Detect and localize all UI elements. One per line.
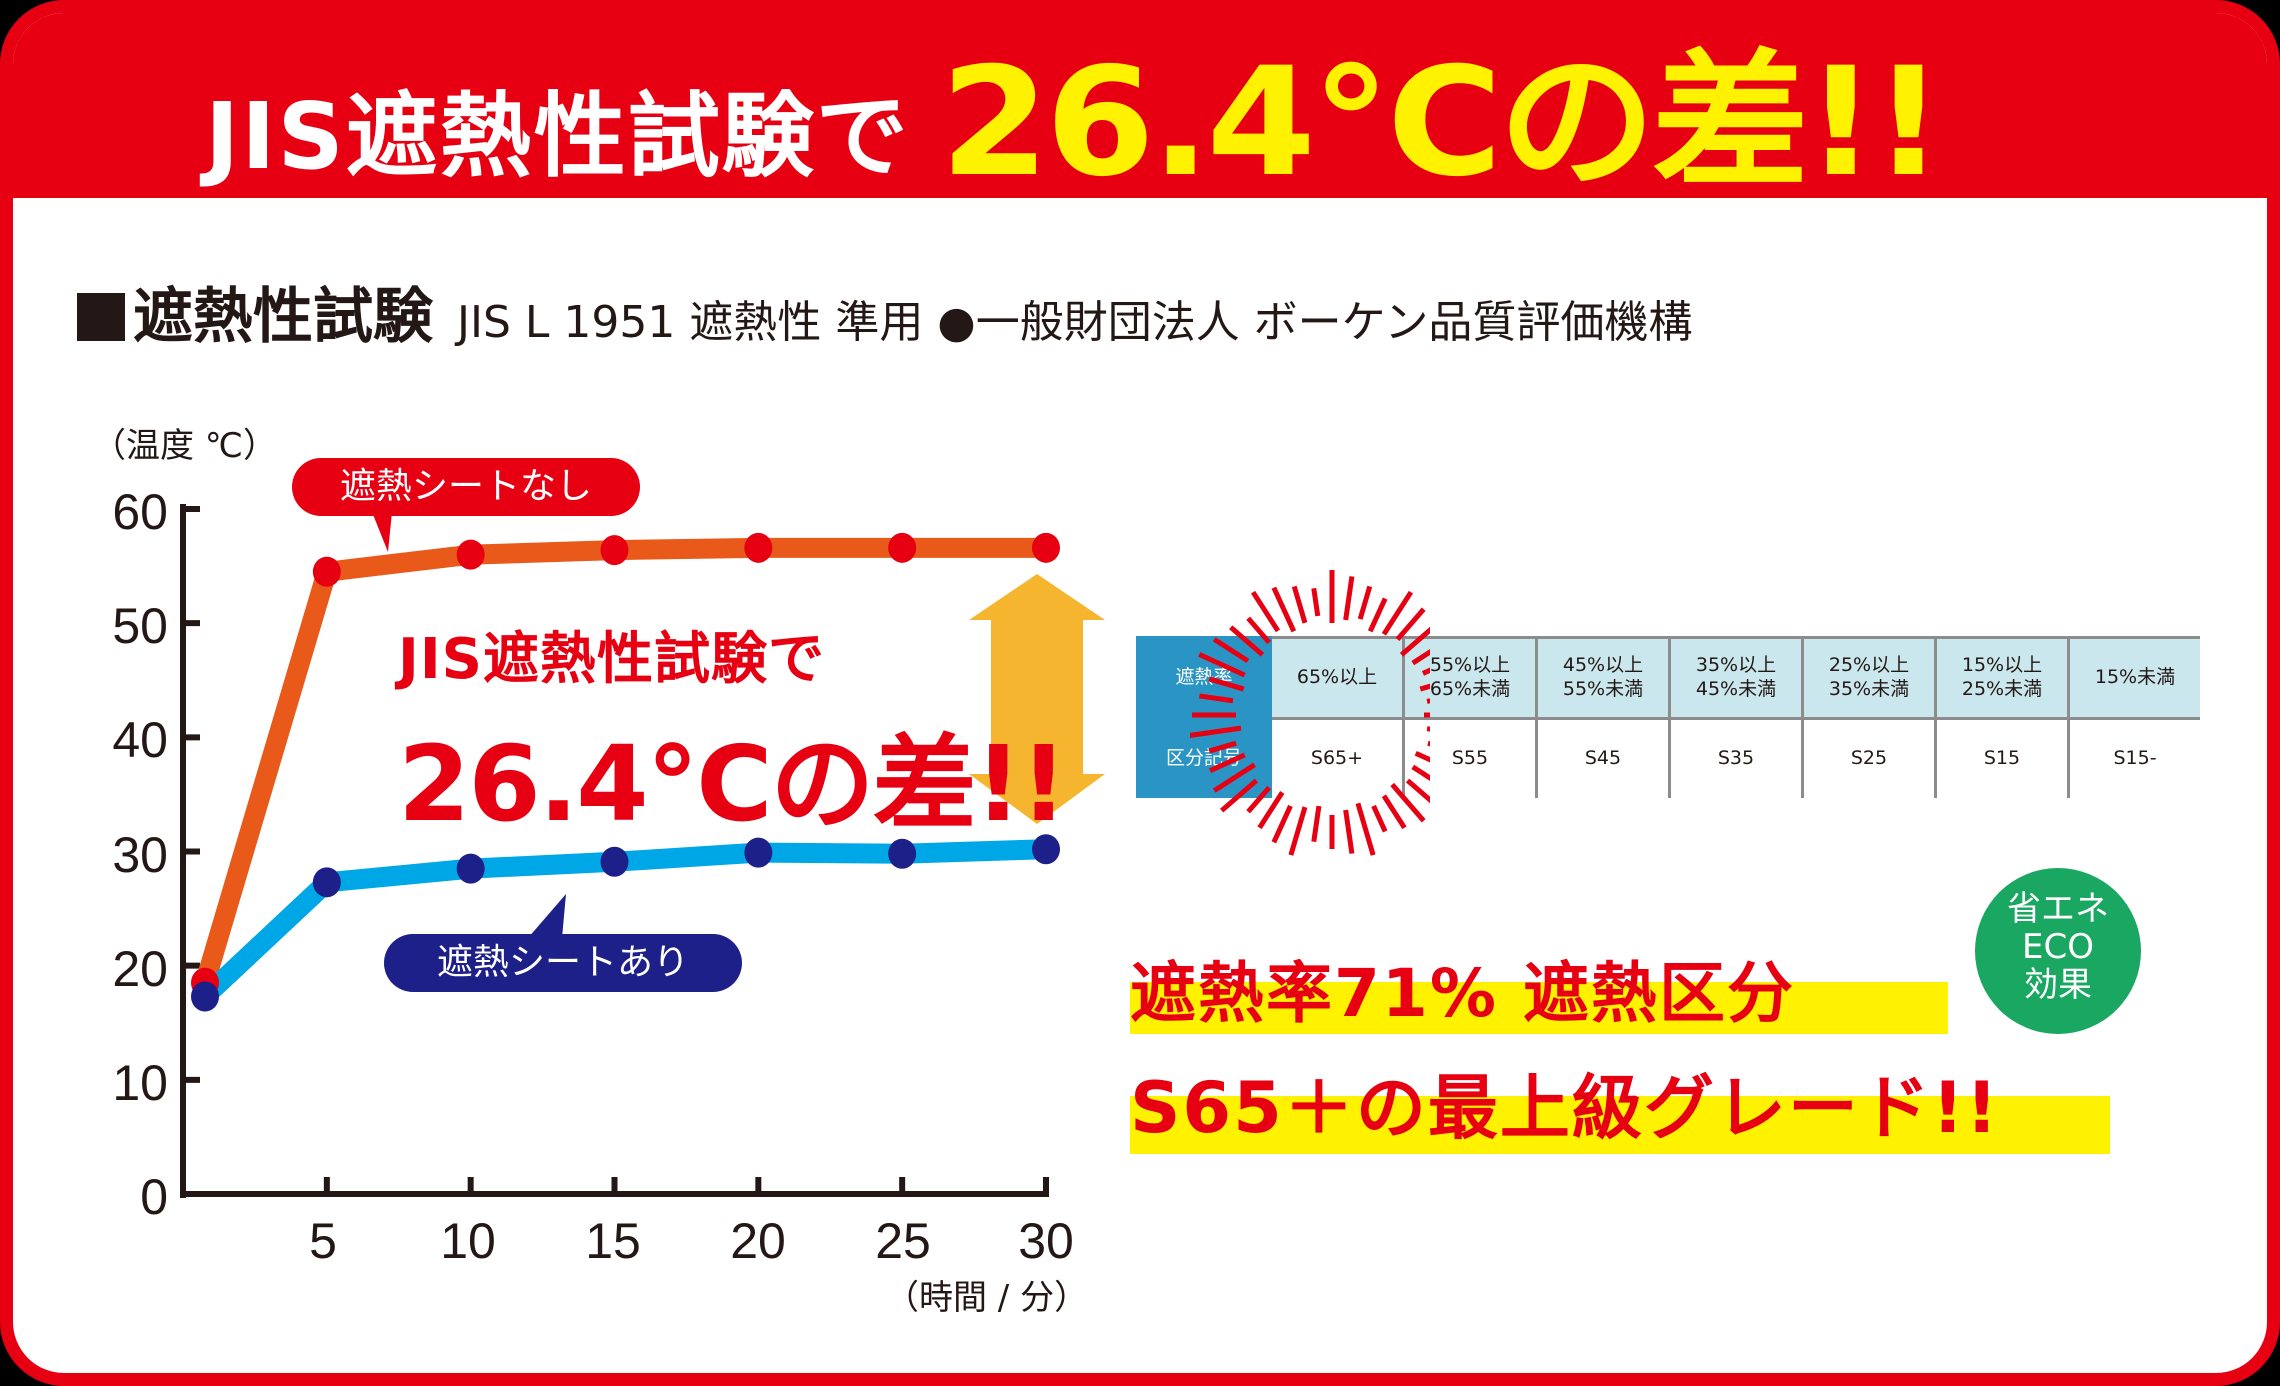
data-point — [191, 981, 219, 1012]
data-point — [888, 532, 917, 563]
section-heading: 遮熱性試験 JIS L 1951 遮熱性 準用 ●一般財団法人 ボーケン品質評価機… — [77, 268, 1692, 355]
banner-title: JIS遮熱性試験で 26.4℃の差!! — [205, 42, 1944, 198]
callout-tail-red — [372, 512, 392, 552]
rate-row: 遮熱率 65%以上 55%以上 65%未満 45%以上 55%未満 35%以上 … — [1136, 636, 2200, 720]
legend-callout-without-sheet: 遮熱シートなし — [292, 458, 640, 516]
data-point — [600, 535, 629, 566]
section-title: 遮熱性試験 — [133, 282, 433, 352]
data-point — [312, 556, 341, 587]
y-tick: 60 — [112, 484, 168, 540]
y-tick: 20 — [112, 941, 168, 997]
annotation-line1: JIS遮熱性試験で — [398, 627, 826, 692]
data-point — [1032, 532, 1060, 563]
headline-line2: S65＋の最上級グレード!! — [1130, 1052, 2110, 1154]
y-tick: 40 — [112, 712, 168, 768]
data-point — [600, 846, 629, 877]
eco-line3: 効果 — [2024, 965, 2092, 1005]
highlight-bar — [1130, 982, 1948, 1034]
code-row: 区分記号 S65+ S55 S45 S35 S25 S15 S15- — [1136, 717, 2200, 798]
code-cell: S15- — [2067, 717, 2200, 798]
heat-shield-grade-table: 遮熱率 65%以上 55%以上 65%未満 45%以上 55%未満 35%以上 … — [1136, 636, 2200, 798]
chart-series — [191, 532, 1060, 1012]
code-cell: S25 — [1801, 717, 1937, 798]
code-cell: S65+ — [1269, 717, 1405, 798]
y-axis-label: （温度 ℃） — [92, 426, 277, 466]
eco-effect-badge: 省エネ ECO 効果 — [1975, 868, 2141, 1034]
data-point — [456, 539, 485, 570]
eco-line1: 省エネ — [2007, 889, 2109, 929]
banner-highlight-text: 26.4℃の差!! — [939, 36, 1944, 210]
x-tick: 25 — [875, 1213, 931, 1269]
data-point — [744, 837, 773, 868]
row-header-code: 区分記号 — [1136, 717, 1272, 798]
data-point — [456, 853, 485, 884]
row-header-rate: 遮熱率 — [1136, 636, 1272, 720]
rate-cell: 55%以上 65%未満 — [1402, 636, 1538, 720]
rate-cell: 35%以上 45%未満 — [1668, 636, 1804, 720]
rate-cell: 45%以上 55%未満 — [1535, 636, 1671, 720]
section-subtitle: JIS L 1951 遮熱性 準用 ●一般財団法人 ボーケン品質評価機構 — [457, 297, 1693, 348]
code-cell: S55 — [1402, 717, 1538, 798]
x-tick: 5 — [309, 1213, 337, 1269]
rate-cell: 65%以上 — [1269, 636, 1405, 720]
rate-cell: 15%未満 — [2067, 636, 2200, 720]
data-point — [888, 838, 917, 869]
code-cell: S15 — [1934, 717, 2070, 798]
annotation-line2: 26.4℃の差!! — [398, 723, 1067, 845]
x-axis-label: （時間 / 分） — [885, 1278, 1089, 1318]
x-tick: 10 — [440, 1213, 496, 1269]
rate-cell: 15%以上 25%未満 — [1934, 636, 2070, 720]
chart-axes — [180, 504, 1049, 1198]
header-banner: JIS遮熱性試験で 26.4℃の差!! — [13, 13, 2267, 198]
square-bullet-icon — [77, 293, 125, 341]
data-point — [312, 867, 341, 898]
headline-line1: 遮熱率71% 遮熱区分 — [1130, 940, 1948, 1036]
difference-annotation: JIS遮熱性試験で 26.4℃の差!! — [398, 614, 1067, 850]
code-cell: S45 — [1535, 717, 1671, 798]
rate-cell: 25%以上 35%未満 — [1801, 636, 1937, 720]
difference-arrow-icon — [969, 574, 1105, 824]
data-point — [1032, 834, 1060, 865]
y-tick: 50 — [112, 598, 168, 654]
x-tick: 15 — [585, 1213, 641, 1269]
y-tick: 30 — [112, 827, 168, 883]
banner-lead-text: JIS遮熱性試験で — [205, 83, 910, 190]
eco-line2: ECO — [2022, 927, 2094, 967]
callout-tail-blue — [528, 894, 566, 938]
code-cell: S35 — [1668, 717, 1804, 798]
data-point — [744, 532, 773, 563]
y-tick: 10 — [112, 1055, 168, 1111]
legend-callout-with-sheet: 遮熱シートあり — [384, 934, 742, 992]
highlight-bar — [1130, 1096, 2110, 1154]
x-tick: 20 — [730, 1213, 786, 1269]
y-tick: 0 — [140, 1169, 168, 1225]
x-tick: 30 — [1018, 1213, 1074, 1269]
